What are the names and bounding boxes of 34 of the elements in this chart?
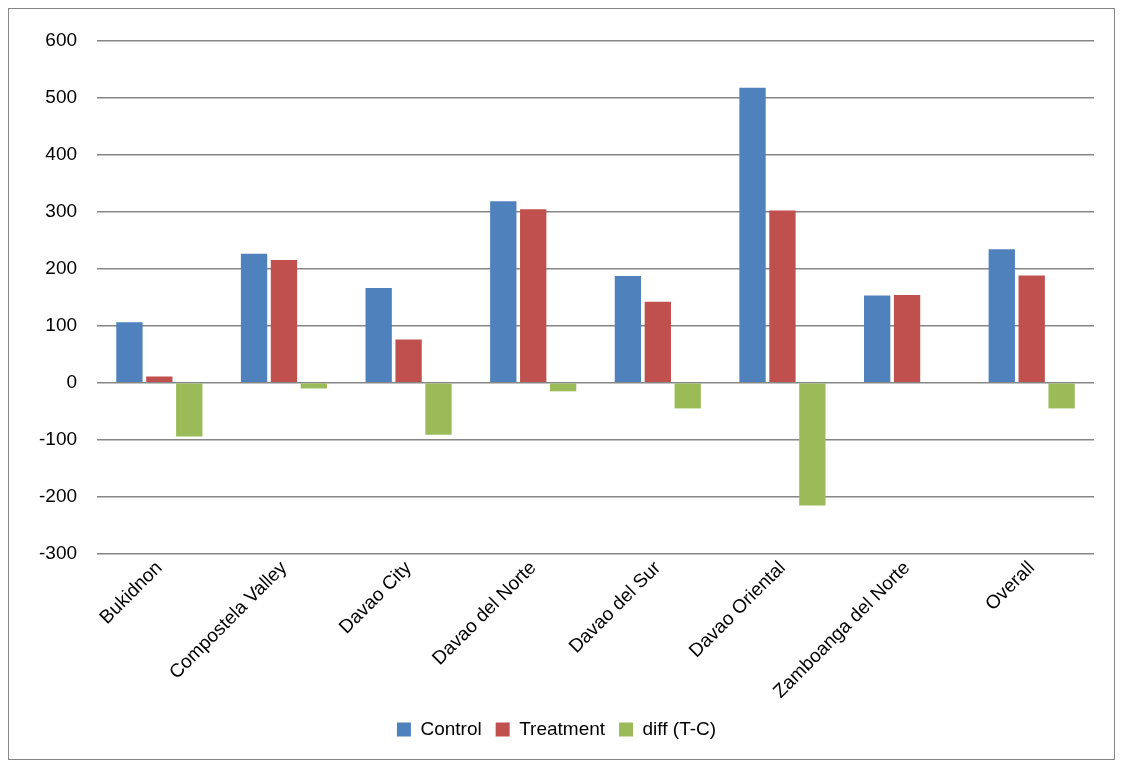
bar: [176, 383, 203, 437]
y-tick-label: -100: [39, 428, 78, 450]
y-tick-label: 100: [45, 313, 78, 335]
bar: [769, 210, 796, 382]
y-tick-label: 400: [45, 142, 78, 164]
bar: [644, 301, 671, 382]
legend-label: Treatment: [519, 717, 606, 739]
legend-label: diff (T-C): [642, 717, 717, 739]
bar: [270, 260, 298, 382]
bar: [146, 376, 173, 382]
y-tick-label: -200: [39, 485, 78, 507]
bar: [116, 322, 143, 382]
bar: [520, 209, 547, 382]
bar: [425, 383, 452, 435]
bar: [490, 201, 517, 382]
legend-label: Control: [420, 717, 482, 739]
y-tick-label: 300: [45, 199, 78, 221]
bar: [893, 294, 921, 382]
bar: [799, 383, 826, 506]
y-tick-label: 600: [45, 28, 78, 50]
bar: [240, 253, 268, 382]
bar: [1048, 383, 1075, 409]
bar: [365, 288, 392, 382]
y-tick-label: 200: [45, 256, 78, 278]
bar: [988, 249, 1015, 382]
bar: [614, 276, 642, 382]
y-tick-label: 500: [45, 85, 78, 107]
y-tick-label: -300: [39, 542, 78, 564]
y-tick-label: 0: [66, 370, 78, 392]
bar: [864, 295, 891, 382]
bar: [674, 383, 701, 409]
bar: [1018, 275, 1045, 382]
bar: [395, 339, 422, 382]
bar: [739, 87, 766, 382]
